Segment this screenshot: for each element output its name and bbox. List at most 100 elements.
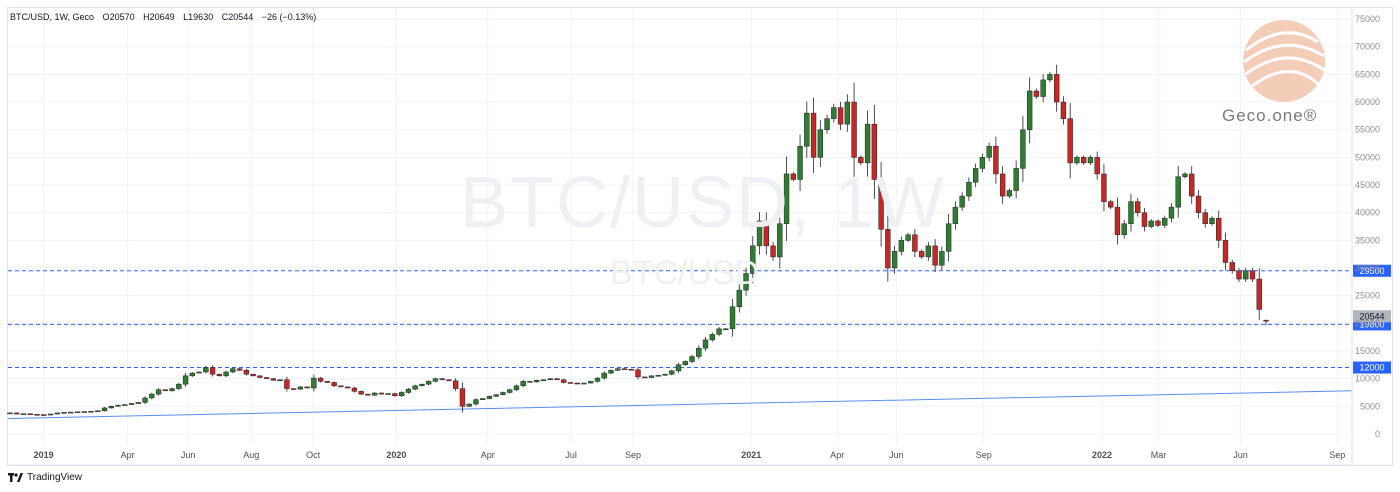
candle-body: [230, 368, 236, 373]
candle-body: [1202, 212, 1208, 224]
candle-body: [317, 377, 324, 382]
candle-body: [500, 392, 506, 395]
candle-body: [493, 394, 499, 397]
candle-body: [783, 173, 790, 224]
x-tick-label: Sep: [1329, 450, 1345, 460]
legend-change: −26 (−0.13%): [261, 12, 317, 22]
candle-body: [398, 392, 405, 397]
candle-body: [878, 179, 884, 230]
candle-body: [716, 328, 722, 335]
candle-body: [149, 393, 155, 399]
y-tick-label: 65000: [1355, 69, 1380, 79]
candle-body: [1094, 157, 1100, 175]
candle-body: [682, 361, 688, 366]
candle-body: [547, 378, 553, 380]
candle-body: [844, 101, 851, 125]
y-tick-label: 0: [1375, 429, 1380, 439]
candle-body: [1033, 90, 1040, 97]
candle-body: [1121, 223, 1127, 236]
candle-body: [432, 378, 439, 382]
candle-body: [405, 388, 412, 393]
y-tick-label: 60000: [1355, 97, 1380, 107]
candle-body: [513, 385, 520, 390]
candle-body: [1047, 74, 1053, 81]
candle-body: [628, 368, 634, 371]
candle-body: [392, 393, 398, 397]
candle-body: [702, 339, 709, 349]
candle-body: [162, 389, 168, 392]
symbol-watermark: BTC/USD, 1W: [460, 163, 947, 243]
candle-body: [1182, 173, 1188, 177]
candle-body: [250, 373, 256, 377]
candle-body: [344, 386, 351, 389]
candle-body: [480, 398, 486, 400]
candle-body: [419, 383, 425, 387]
candle-body: [709, 334, 715, 341]
candle-body: [885, 229, 891, 269]
candle-body: [952, 206, 959, 224]
candle-body: [236, 368, 243, 371]
tradingview-footer[interactable]: TradingView: [8, 472, 82, 483]
y-tick-label: 75000: [1355, 14, 1380, 24]
candle-body: [527, 381, 533, 383]
candle-body: [425, 381, 432, 385]
x-tick-label: Jun: [181, 450, 196, 460]
candle-body: [601, 372, 607, 379]
x-tick-label: Sep: [625, 450, 641, 460]
candle-body: [608, 370, 614, 374]
x-tick-label: Jun: [1233, 450, 1248, 460]
legend-open-value: 20570: [109, 12, 135, 22]
candle-body: [1067, 118, 1073, 164]
candle-body: [635, 369, 641, 378]
candle-body: [561, 379, 567, 383]
candle-body: [1040, 79, 1046, 97]
candle-body: [993, 146, 999, 175]
candle-body: [574, 382, 580, 385]
x-tick-label: 2021: [741, 450, 761, 460]
candle-body: [790, 173, 796, 180]
candle-body: [176, 383, 182, 389]
legend-open-label: O: [102, 12, 110, 22]
candle-body: [918, 251, 925, 258]
candle-body: [41, 414, 47, 416]
candle-body: [1222, 240, 1229, 263]
candle-body: [378, 392, 385, 395]
candle-body: [223, 371, 229, 377]
candle-body: [34, 414, 40, 416]
candle-body: [243, 370, 250, 375]
candle-body: [68, 411, 74, 414]
candle-body: [837, 107, 844, 125]
candle-body: [858, 157, 864, 164]
candle-body: [270, 378, 277, 381]
candle-body: [1060, 101, 1067, 119]
x-tick-label: Jul: [565, 450, 577, 460]
x-tick-label: Jun: [889, 450, 904, 460]
candle-body: [486, 396, 493, 399]
level-badge: [1353, 361, 1391, 374]
candle-body: [810, 112, 817, 158]
legend-close-value: 20544: [228, 12, 254, 22]
legend-symbol: BTC/USD, 1W, Geco: [10, 12, 95, 22]
candle-body: [905, 234, 911, 241]
candle-body: [723, 328, 729, 331]
candle-body: [588, 381, 594, 384]
legend-low-label: L: [183, 12, 189, 22]
candle-body: [284, 379, 290, 389]
candle-body: [459, 388, 466, 407]
candle-body: [277, 379, 283, 381]
candle-body: [385, 393, 391, 395]
candlestick-series: [7, 64, 1269, 416]
candle-body: [351, 387, 358, 392]
candle-body: [473, 399, 479, 405]
candle-body: [540, 379, 547, 381]
y-tick-label: 15000: [1355, 346, 1380, 356]
y-tick-label: 55000: [1355, 125, 1380, 135]
x-tick-label: Sep: [976, 450, 992, 460]
candle-body: [128, 403, 135, 405]
candle-body: [689, 356, 695, 362]
x-tick-label: Apr: [481, 450, 495, 460]
chart-grid: [8, 8, 1352, 445]
candle-body: [304, 386, 310, 389]
x-tick-label: 2022: [1092, 450, 1112, 460]
